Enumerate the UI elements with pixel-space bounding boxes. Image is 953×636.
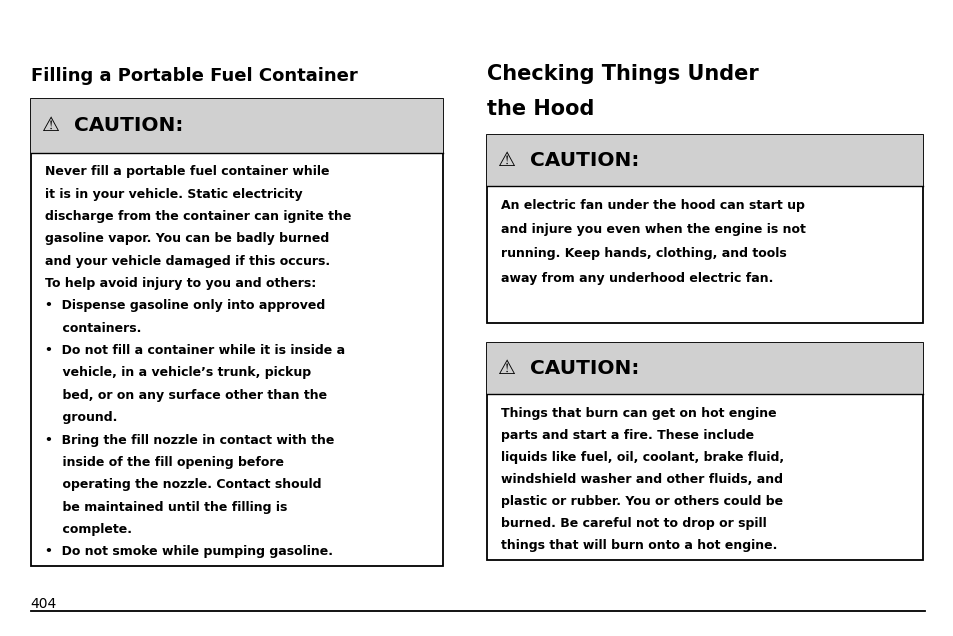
- Text: •  Bring the fill nozzle in contact with the: • Bring the fill nozzle in contact with …: [45, 434, 334, 446]
- Text: ⚠  CAUTION:: ⚠ CAUTION:: [497, 151, 639, 170]
- FancyBboxPatch shape: [30, 99, 442, 566]
- Text: complete.: complete.: [45, 523, 132, 536]
- Text: Filling a Portable Fuel Container: Filling a Portable Fuel Container: [30, 67, 357, 85]
- FancyBboxPatch shape: [486, 135, 923, 186]
- Text: Checking Things Under: Checking Things Under: [486, 64, 758, 83]
- Text: •  Do not fill a container while it is inside a: • Do not fill a container while it is in…: [45, 344, 345, 357]
- Text: plastic or rubber. You or others could be: plastic or rubber. You or others could b…: [500, 495, 782, 508]
- Text: liquids like fuel, oil, coolant, brake fluid,: liquids like fuel, oil, coolant, brake f…: [500, 451, 783, 464]
- Text: and your vehicle damaged if this occurs.: and your vehicle damaged if this occurs.: [45, 255, 330, 268]
- Text: To help avoid injury to you and others:: To help avoid injury to you and others:: [45, 277, 315, 290]
- Text: vehicle, in a vehicle’s trunk, pickup: vehicle, in a vehicle’s trunk, pickup: [45, 366, 311, 380]
- Text: 404: 404: [30, 597, 57, 611]
- Text: •  Dispense gasoline only into approved: • Dispense gasoline only into approved: [45, 300, 325, 312]
- Text: and injure you even when the engine is not: and injure you even when the engine is n…: [500, 223, 805, 236]
- Text: things that will burn onto a hot engine.: things that will burn onto a hot engine.: [500, 539, 777, 552]
- Text: discharge from the container can ignite the: discharge from the container can ignite …: [45, 210, 351, 223]
- Text: Never fill a portable fuel container while: Never fill a portable fuel container whi…: [45, 165, 329, 178]
- Text: it is in your vehicle. Static electricity: it is in your vehicle. Static electricit…: [45, 188, 302, 201]
- Text: •  Do not smoke while pumping gasoline.: • Do not smoke while pumping gasoline.: [45, 545, 333, 558]
- Text: Things that burn can get on hot engine: Things that burn can get on hot engine: [500, 407, 776, 420]
- Text: inside of the fill opening before: inside of the fill opening before: [45, 456, 284, 469]
- Text: away from any underhood electric fan.: away from any underhood electric fan.: [500, 272, 773, 284]
- Text: An electric fan under the hood can start up: An electric fan under the hood can start…: [500, 199, 804, 212]
- Text: gasoline vapor. You can be badly burned: gasoline vapor. You can be badly burned: [45, 232, 329, 245]
- Text: ground.: ground.: [45, 411, 117, 424]
- FancyBboxPatch shape: [30, 99, 442, 153]
- Text: bed, or on any surface other than the: bed, or on any surface other than the: [45, 389, 327, 402]
- FancyBboxPatch shape: [486, 135, 923, 323]
- Text: containers.: containers.: [45, 322, 141, 335]
- Text: ⚠  CAUTION:: ⚠ CAUTION:: [497, 359, 639, 378]
- Text: the Hood: the Hood: [486, 99, 594, 118]
- Text: operating the nozzle. Contact should: operating the nozzle. Contact should: [45, 478, 321, 491]
- FancyBboxPatch shape: [486, 343, 923, 560]
- Text: running. Keep hands, clothing, and tools: running. Keep hands, clothing, and tools: [500, 247, 786, 260]
- Text: ⚠  CAUTION:: ⚠ CAUTION:: [42, 116, 183, 135]
- Text: parts and start a fire. These include: parts and start a fire. These include: [500, 429, 753, 442]
- FancyBboxPatch shape: [486, 343, 923, 394]
- Text: be maintained until the filling is: be maintained until the filling is: [45, 501, 287, 513]
- Text: burned. Be careful not to drop or spill: burned. Be careful not to drop or spill: [500, 517, 766, 530]
- Text: windshield washer and other fluids, and: windshield washer and other fluids, and: [500, 473, 782, 486]
